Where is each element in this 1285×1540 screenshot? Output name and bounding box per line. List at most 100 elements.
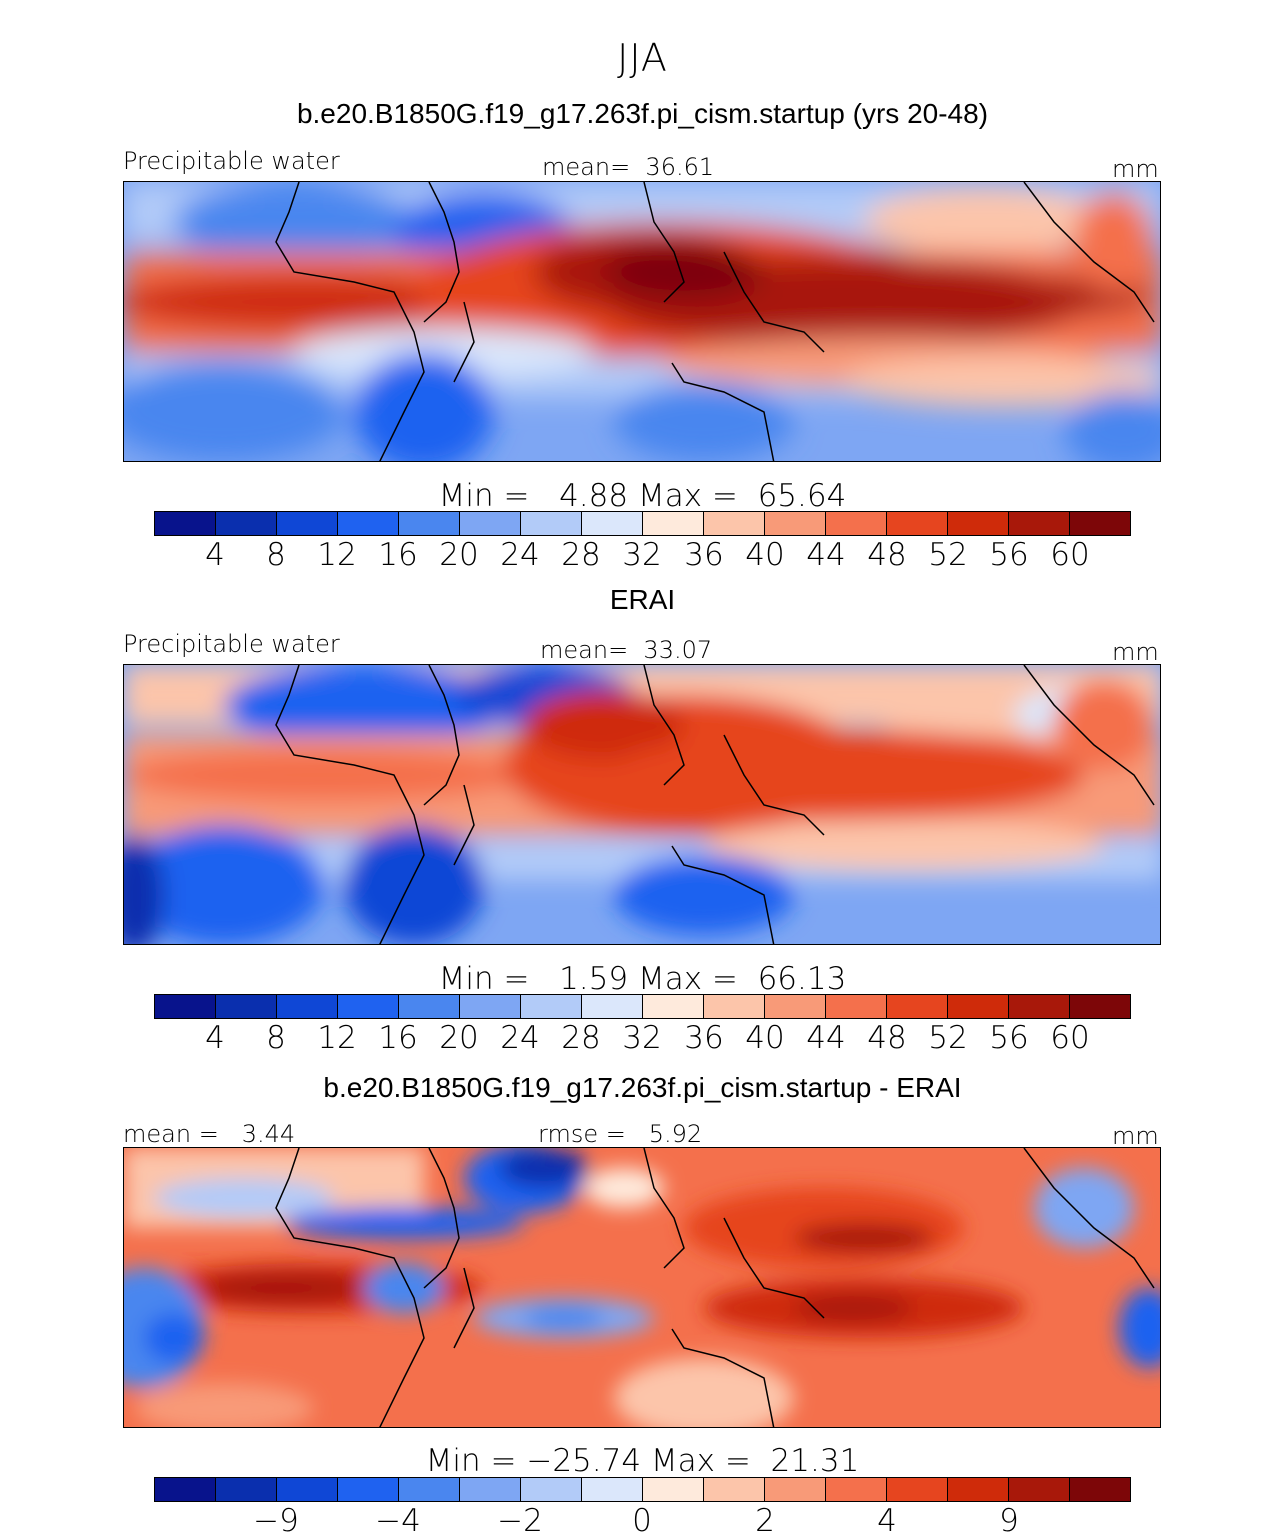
colorbar-swatch bbox=[643, 512, 704, 535]
colorbar-tick: 60 bbox=[1050, 1020, 1090, 1056]
colorbar-swatch bbox=[948, 512, 1009, 535]
colorbar-tick: 24 bbox=[500, 537, 540, 573]
panel-2-title: ERAI bbox=[609, 584, 676, 615]
colorbar-swatch bbox=[216, 1478, 277, 1501]
colorbar-swatch bbox=[399, 1478, 460, 1501]
colorbar-swatch bbox=[1070, 1478, 1130, 1501]
colorbar-swatch bbox=[1009, 512, 1070, 535]
colorbar-swatch bbox=[704, 512, 765, 535]
colorbar-swatch bbox=[887, 512, 948, 535]
panel-2-units-label: mm bbox=[1112, 638, 1159, 666]
colorbar-swatch bbox=[582, 1478, 643, 1501]
colorbar-tick: 16 bbox=[378, 537, 418, 573]
colorbar-tick: 28 bbox=[561, 537, 601, 573]
colorbar-swatch bbox=[582, 995, 643, 1018]
colorbar-tick: −2 bbox=[497, 1503, 543, 1539]
panel-3-mean-label: mean = 3.44 bbox=[123, 1120, 296, 1148]
colorbar-swatch bbox=[1009, 1478, 1070, 1501]
colorbar-swatch bbox=[338, 1478, 399, 1501]
colorbar-swatch bbox=[887, 1478, 948, 1501]
panel-3-colorbar bbox=[154, 1477, 1131, 1502]
panel-3-title: b.e20.B1850G.f19_g17.263f.pi_cism.startu… bbox=[323, 1072, 962, 1103]
panel-3-map bbox=[123, 1147, 1161, 1428]
colorbar-swatch bbox=[460, 512, 521, 535]
colorbar-tick: 44 bbox=[806, 1020, 846, 1056]
colorbar-tick: 44 bbox=[806, 537, 846, 573]
colorbar-swatch bbox=[765, 1478, 826, 1501]
panel-1-minmax: Min = 4.88 Max = 65.64 bbox=[438, 478, 847, 514]
colorbar-swatch bbox=[155, 1478, 216, 1501]
colorbar-tick: 20 bbox=[439, 537, 479, 573]
panel-1-colorbar-ticks: 4 8 12 16 20 24 28 32 36 40 44 48 52 56 … bbox=[0, 540, 1285, 575]
colorbar-tick: 12 bbox=[317, 1020, 357, 1056]
colorbar-tick: −4 bbox=[375, 1503, 421, 1539]
panel-3-colorbar-ticks: −9 −4 −2 0 2 4 9 bbox=[0, 1506, 1285, 1540]
colorbar-tick: 48 bbox=[867, 1020, 907, 1056]
panel-3-rmse-label: rmse = 5.92 bbox=[538, 1120, 703, 1148]
colorbar-tick: 32 bbox=[622, 537, 662, 573]
colorbar-tick: 48 bbox=[867, 537, 907, 573]
panel-2-mean-label: mean= 33.07 bbox=[540, 636, 713, 664]
colorbar-swatch bbox=[521, 512, 582, 535]
colorbar-tick: 4 bbox=[205, 537, 225, 573]
panel-1-colorbar bbox=[154, 511, 1131, 536]
colorbar-swatch bbox=[277, 995, 338, 1018]
colorbar-swatch bbox=[216, 512, 277, 535]
panel-1-units-label: mm bbox=[1112, 155, 1159, 183]
panel-2-variable-label: Precipitable water bbox=[123, 630, 340, 658]
figure-title: JJA bbox=[617, 36, 668, 80]
colorbar-swatch bbox=[948, 995, 1009, 1018]
colorbar-tick: 2 bbox=[755, 1503, 775, 1539]
colorbar-tick: 20 bbox=[439, 1020, 479, 1056]
colorbar-tick: 40 bbox=[745, 537, 785, 573]
colorbar-tick: 36 bbox=[684, 537, 724, 573]
colorbar-tick: 36 bbox=[684, 1020, 724, 1056]
colorbar-tick: 60 bbox=[1050, 537, 1090, 573]
colorbar-tick: 56 bbox=[989, 1020, 1029, 1056]
panel-1-variable-label: Precipitable water bbox=[123, 147, 340, 175]
colorbar-tick: 0 bbox=[632, 1503, 652, 1539]
colorbar-swatch bbox=[582, 512, 643, 535]
colorbar-tick: 16 bbox=[378, 1020, 418, 1056]
colorbar-swatch bbox=[643, 995, 704, 1018]
panel-1-map bbox=[123, 181, 1161, 462]
colorbar-swatch bbox=[155, 512, 216, 535]
colorbar-swatch bbox=[521, 1478, 582, 1501]
colorbar-tick: 4 bbox=[205, 1020, 225, 1056]
colorbar-swatch bbox=[826, 512, 887, 535]
colorbar-swatch bbox=[826, 995, 887, 1018]
panel-1-mean-label: mean= 36.61 bbox=[542, 153, 715, 181]
colorbar-tick: 12 bbox=[317, 537, 357, 573]
colorbar-tick: 40 bbox=[745, 1020, 785, 1056]
colorbar-swatch bbox=[521, 995, 582, 1018]
colorbar-swatch bbox=[765, 512, 826, 535]
colorbar-tick: −9 bbox=[253, 1503, 299, 1539]
panel-1-title: b.e20.B1850G.f19_g17.263f.pi_cism.startu… bbox=[296, 98, 989, 129]
panel-3-units-label: mm bbox=[1112, 1122, 1159, 1150]
colorbar-swatch bbox=[704, 995, 765, 1018]
colorbar-swatch bbox=[948, 1478, 1009, 1501]
colorbar-swatch bbox=[338, 995, 399, 1018]
colorbar-tick: 32 bbox=[622, 1020, 662, 1056]
colorbar-tick: 9 bbox=[999, 1503, 1019, 1539]
colorbar-swatch bbox=[460, 995, 521, 1018]
colorbar-swatch bbox=[216, 995, 277, 1018]
colorbar-swatch bbox=[1009, 995, 1070, 1018]
colorbar-swatch bbox=[887, 995, 948, 1018]
colorbar-swatch bbox=[1070, 995, 1130, 1018]
colorbar-swatch bbox=[704, 1478, 765, 1501]
colorbar-swatch bbox=[277, 1478, 338, 1501]
panel-2-colorbar bbox=[154, 994, 1131, 1019]
colorbar-tick: 4 bbox=[877, 1503, 897, 1539]
panel-3-minmax: Min = −25.74 Max = 21.31 bbox=[425, 1443, 860, 1479]
panel-2-minmax: Min = 1.59 Max = 66.13 bbox=[438, 961, 847, 997]
colorbar-swatch bbox=[155, 995, 216, 1018]
colorbar-swatch bbox=[399, 512, 460, 535]
colorbar-tick: 24 bbox=[500, 1020, 540, 1056]
colorbar-tick: 8 bbox=[266, 537, 286, 573]
colorbar-swatch bbox=[399, 995, 460, 1018]
colorbar-swatch bbox=[826, 1478, 887, 1501]
colorbar-tick: 56 bbox=[989, 537, 1029, 573]
panel-2-map bbox=[123, 664, 1161, 945]
colorbar-tick: 52 bbox=[928, 1020, 968, 1056]
